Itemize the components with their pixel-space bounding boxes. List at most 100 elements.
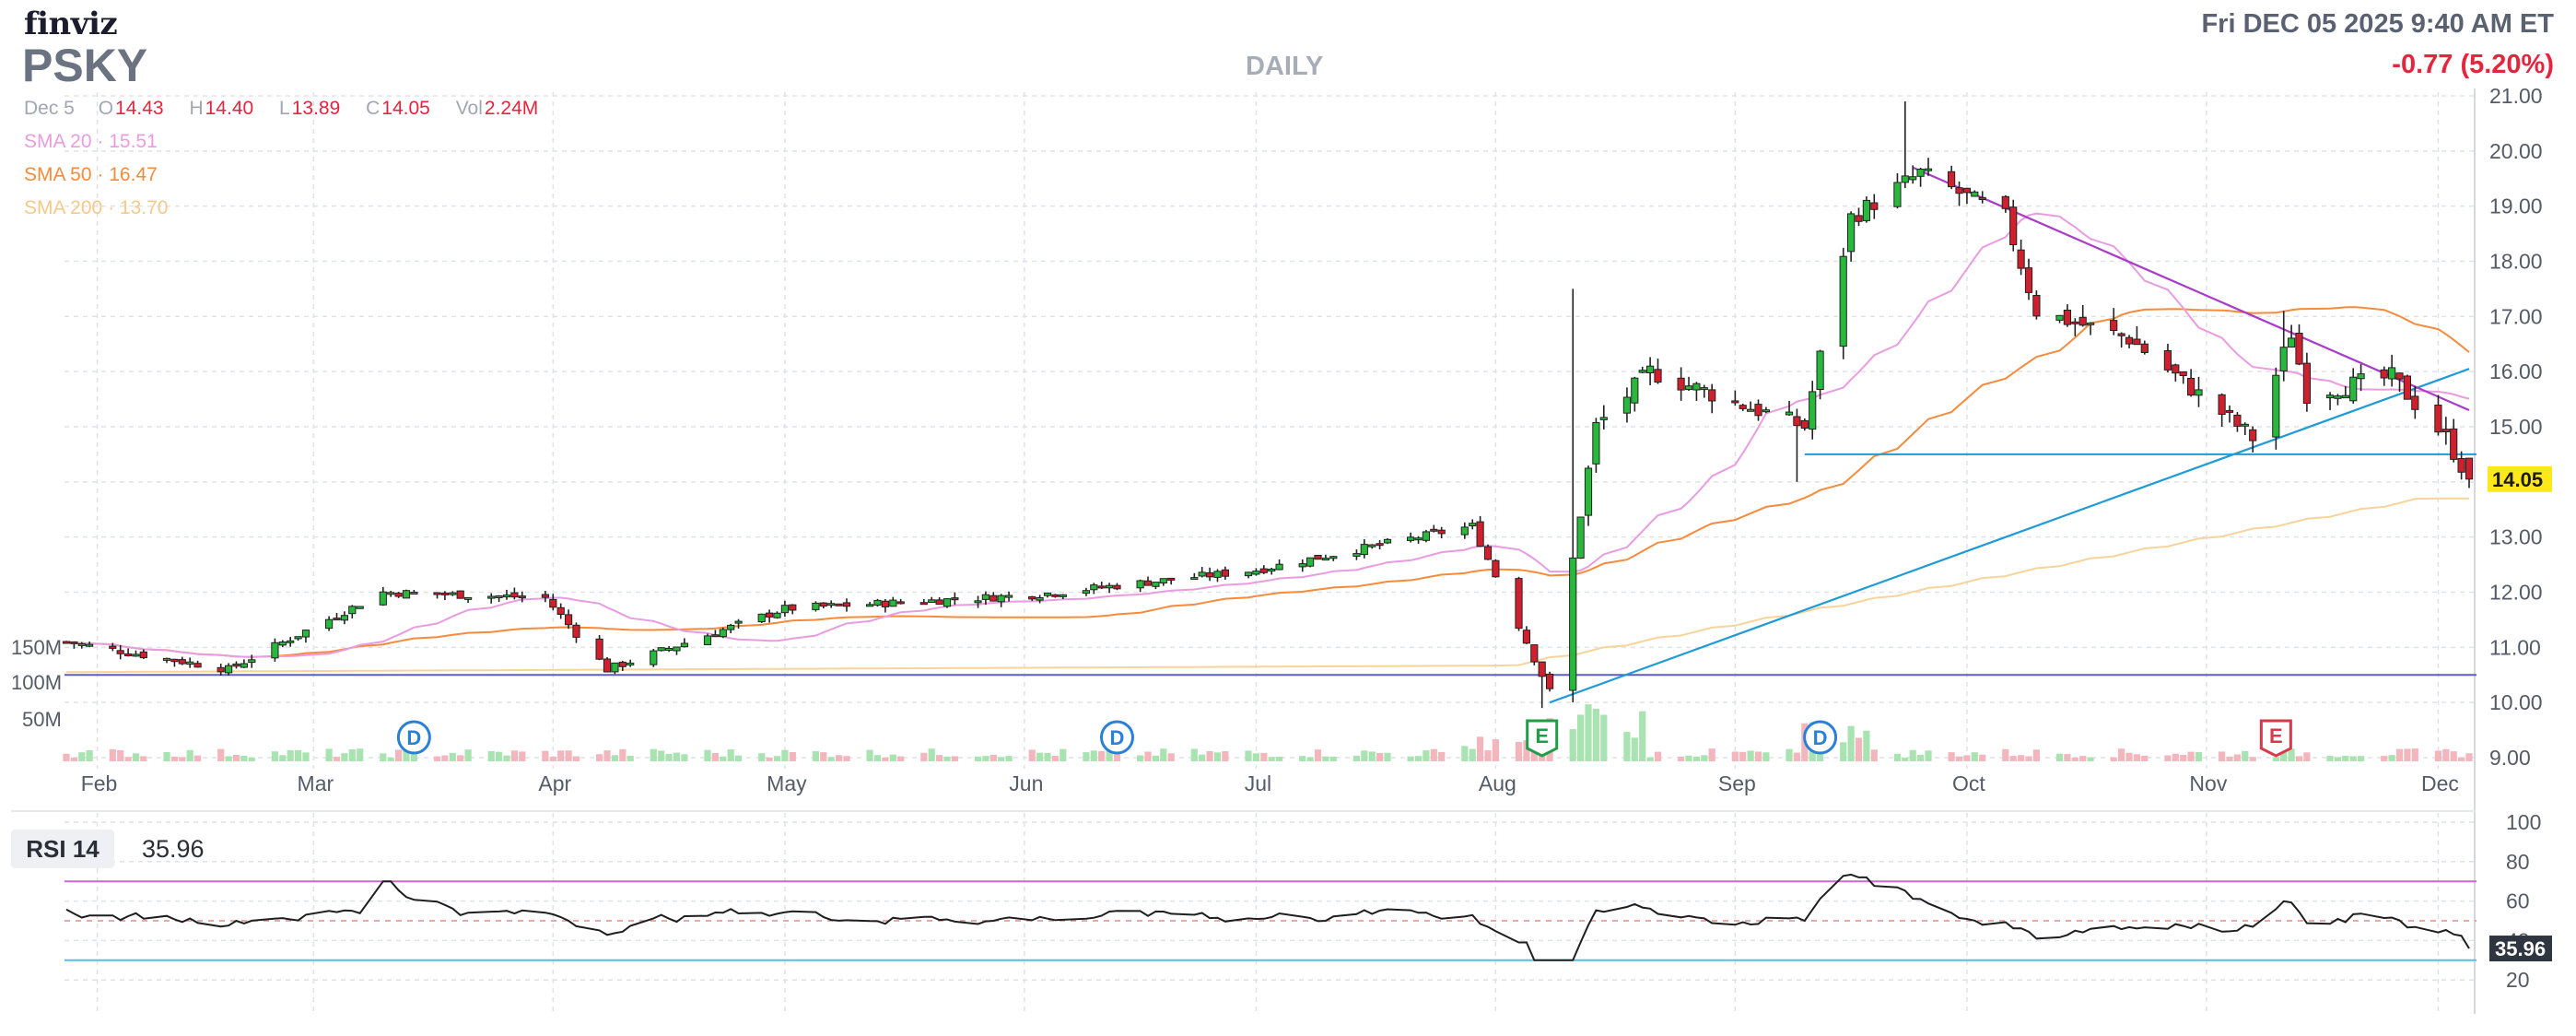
rsi-label[interactable]: RSI 14: [11, 830, 114, 868]
candle-down: [2063, 310, 2072, 325]
volume-bar: [2233, 754, 2241, 761]
high-value: 14.40: [205, 98, 254, 119]
candle-up: [1816, 350, 1824, 390]
candle-up: [271, 642, 279, 659]
candle-down: [1739, 405, 1747, 409]
dividend-marker: [1099, 720, 1134, 755]
candle-down: [1754, 404, 1762, 417]
candle-up: [2241, 423, 2249, 427]
volume-bar: [727, 749, 734, 761]
sma50-legend[interactable]: SMA 50 · 16.47: [24, 164, 158, 185]
price-axis-tick: 12.00: [2489, 581, 2543, 605]
candle-up: [1198, 571, 1206, 577]
volume-bar: [2125, 752, 2133, 761]
volume-bar: [766, 757, 773, 761]
candle-up: [294, 636, 302, 640]
volume-bar: [2465, 753, 2473, 761]
candle-down: [1731, 400, 1739, 404]
volume-bar: [1708, 748, 1715, 761]
volume-bar: [1083, 752, 1090, 761]
volume-bar: [1855, 737, 1863, 761]
volume-bar: [487, 750, 495, 761]
candle-up: [340, 615, 348, 621]
candle-up: [287, 640, 295, 643]
candle-down: [1870, 202, 1879, 210]
candle-up: [1298, 563, 1306, 568]
candle-down: [1097, 585, 1106, 589]
candle-up: [348, 606, 357, 615]
month-label: Sep: [1718, 771, 1756, 795]
volume-bar: [1144, 751, 1152, 761]
volume-bar: [982, 756, 989, 761]
candle-down: [1955, 187, 1963, 194]
volume-bar: [611, 755, 618, 761]
volume-bar: [650, 748, 657, 761]
candle-down: [456, 590, 464, 599]
candle-up: [502, 595, 511, 598]
earnings-marker: [1526, 719, 1559, 758]
dividend-marker-letter: D: [406, 726, 421, 749]
volume-bar: [225, 756, 232, 761]
volume-bar: [1979, 754, 1986, 761]
candle-up: [2055, 314, 2064, 321]
sma20-legend[interactable]: SMA 20 · 15.51: [24, 131, 158, 152]
sma200-legend[interactable]: SMA 200 · 13.70: [24, 197, 169, 218]
candle-down: [603, 658, 612, 673]
candle-down: [2125, 336, 2134, 345]
candle-up: [1893, 182, 1902, 207]
volume-bar: [1863, 730, 1870, 761]
candle-down: [433, 592, 441, 595]
volume-bar: [63, 753, 70, 761]
price-axis-tick: 18.00: [2489, 250, 2543, 274]
volume-bar: [1268, 757, 1275, 761]
volume-bar: [302, 752, 310, 761]
volume-bar: [2087, 757, 2094, 761]
finviz-logo[interactable]: finviz: [24, 6, 118, 42]
volume-bar: [1461, 746, 1469, 761]
volume-bar: [1438, 751, 1446, 761]
candle-down: [1314, 555, 1322, 560]
candle-down: [549, 598, 557, 608]
volume-bar: [2195, 751, 2203, 761]
volume-bar: [1469, 748, 1476, 761]
candle-down: [1515, 578, 1523, 630]
candle-down: [109, 645, 117, 649]
volume-bar: [1098, 750, 1106, 761]
candle-up: [301, 630, 310, 638]
price-axis-tick: 19.00: [2489, 194, 2543, 218]
high-label: H: [189, 98, 204, 119]
last-price-tag: [2488, 465, 2552, 492]
candle-down: [62, 641, 71, 644]
volume-bar: [2249, 757, 2256, 761]
candle-up: [248, 659, 256, 664]
candle-up: [943, 598, 952, 607]
sma20-value: 15.51: [109, 131, 158, 152]
chart-period: DAILY: [1246, 52, 1324, 81]
candle-down: [2001, 195, 2009, 209]
candle-up: [1414, 537, 1423, 541]
volume-bar: [2404, 748, 2411, 761]
volume-bar: [1329, 756, 1337, 761]
candle-up: [928, 599, 936, 603]
volume-bar: [866, 749, 873, 761]
volume-bar: [1252, 753, 1259, 761]
candle-up: [186, 661, 194, 665]
candle-down: [766, 612, 774, 618]
price-axis-tick: 21.00: [2489, 84, 2543, 108]
volume-bar: [943, 756, 951, 761]
candle-up: [1383, 538, 1392, 544]
candle-up: [2325, 394, 2335, 399]
candle-down: [1855, 215, 1863, 222]
candle-down: [2017, 249, 2025, 269]
candle-up: [1971, 191, 1979, 197]
volume-bar: [789, 752, 796, 761]
candle-up: [1684, 385, 1693, 391]
volume-bar: [1678, 756, 1685, 761]
volume-bar: [1407, 756, 1414, 761]
rsi-axis-tick: 60: [2506, 889, 2530, 913]
volume-bar: [1762, 752, 1770, 761]
volume-bar: [1245, 750, 1252, 761]
volume-bar: [70, 757, 77, 761]
candle-up: [703, 635, 712, 646]
